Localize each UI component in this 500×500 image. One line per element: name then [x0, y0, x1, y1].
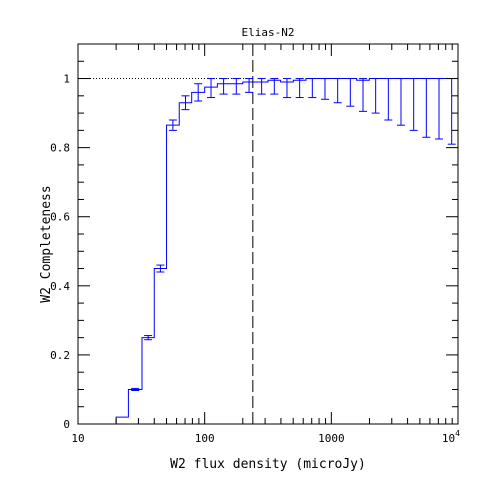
error-bar — [333, 78, 342, 104]
error-bar — [194, 83, 203, 102]
error-bar — [396, 78, 405, 126]
x-tick-label: 10 — [71, 432, 84, 445]
errorbar-layer — [131, 78, 456, 391]
error-bar — [384, 78, 393, 121]
x-axis-title: W2 flux density (microJy) — [170, 457, 366, 472]
y-tick-label: 1 — [63, 73, 70, 86]
y-tick-label: 0 — [63, 418, 70, 431]
chart-title: Elias-N2 — [242, 26, 295, 39]
error-bar — [219, 78, 228, 95]
error-bar — [422, 78, 431, 138]
error-bar — [320, 78, 329, 100]
y-tick-label: 0.4 — [50, 280, 70, 293]
error-bar — [346, 78, 355, 107]
error-bar — [447, 78, 456, 145]
error-bar — [168, 119, 177, 131]
error-bar — [257, 78, 266, 95]
y-tick-label: 0.2 — [50, 349, 70, 362]
x-tick-label: 1000 — [318, 432, 345, 445]
error-bar — [232, 78, 241, 95]
error-bar — [295, 78, 304, 99]
error-bar — [245, 78, 254, 93]
reference-lines — [78, 44, 254, 424]
y-tick-label: 0.8 — [50, 142, 70, 155]
error-bar — [156, 264, 165, 273]
completeness-step-line — [78, 78, 458, 425]
error-bar — [181, 95, 190, 111]
y-axis-title: W2 Completeness — [39, 185, 54, 302]
error-bar — [270, 78, 279, 95]
error-bar — [409, 78, 418, 131]
x-tick-label: 100 — [195, 432, 215, 445]
error-bar — [131, 387, 140, 391]
y-tick-label: 0.6 — [50, 211, 70, 224]
error-bar — [435, 78, 444, 140]
error-bar — [308, 78, 317, 99]
tick-labels: 10 100 1000 104 0 0.2 0.4 0.6 0.8 1 — [50, 73, 460, 445]
axes-layer — [77, 43, 459, 425]
error-bar — [371, 78, 380, 114]
error-bar — [144, 335, 153, 341]
series-layer — [78, 78, 458, 425]
error-bar — [358, 78, 367, 112]
error-bar — [207, 78, 216, 99]
error-bar — [282, 78, 291, 99]
x-tick-exponent: 4 — [455, 429, 460, 438]
x-tick-label: 104 — [442, 429, 460, 445]
